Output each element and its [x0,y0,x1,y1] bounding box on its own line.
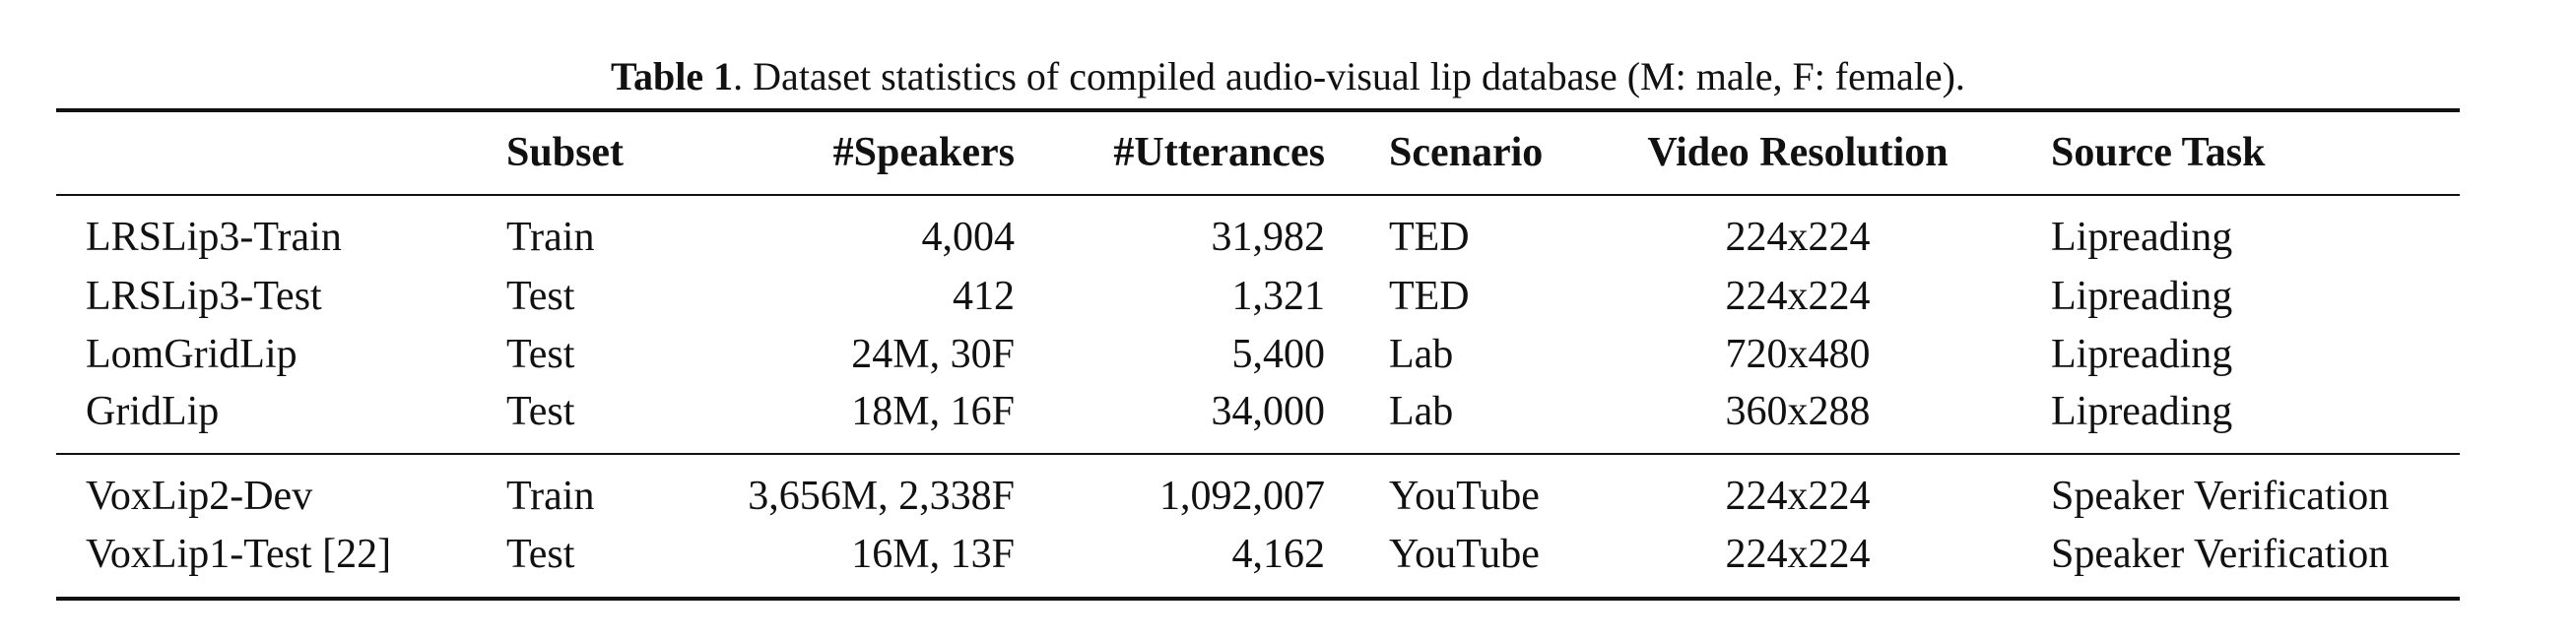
cell-scenario: Lab [1389,332,1454,377]
caption-label: Table 1 [611,54,734,98]
cell-utterances: 1,092,007 [1159,474,1325,519]
cell-scenario: YouTube [1389,532,1540,577]
cell-speakers: 18M, 16F [851,389,1015,434]
cell-subset: Test [506,389,575,434]
cell-utterances: 5,400 [1231,332,1326,377]
cell-name: LRSLip3-Test [86,274,322,319]
header-video-resolution: Video Resolution [1647,130,1949,175]
cell-scenario: Lab [1389,389,1454,434]
group-rule [56,453,2460,455]
header-subset: Subset [506,130,625,175]
cell-utterances: 1,321 [1231,274,1326,319]
cell-utterances: 4,162 [1231,532,1326,577]
cell-video-resolution: 360x288 [1725,389,1871,434]
cell-subset: Test [506,274,575,319]
cell-video-resolution: 224x224 [1725,215,1871,260]
cell-video-resolution: 720x480 [1725,332,1871,377]
cell-video-resolution: 224x224 [1725,474,1871,519]
cell-utterances: 34,000 [1211,389,1326,434]
table-row: LRSLip3-Train Train 4,004 31,982 TED 224… [0,208,2576,267]
cell-source-task: Speaker Verification [2051,532,2390,577]
cell-subset: Test [506,332,575,377]
cell-utterances: 31,982 [1211,215,1326,260]
header-source-task: Source Task [2051,130,2266,175]
cell-source-task: Lipreading [2051,332,2233,377]
cell-subset: Train [506,215,595,260]
table-row: VoxLip1-Test [22] Test 16M, 13F 4,162 Yo… [0,525,2576,584]
header-rule [56,194,2460,196]
caption-text: . Dataset statistics of compiled audio-v… [733,54,1965,98]
table-caption: Table 1. Dataset statistics of compiled … [0,47,2576,106]
header-speakers: #Speakers [832,130,1015,175]
cell-speakers: 24M, 30F [851,332,1015,377]
cell-name: VoxLip1-Test [22] [86,532,392,577]
cell-source-task: Lipreading [2051,215,2233,260]
header-scenario: Scenario [1389,130,1544,175]
cell-subset: Train [506,474,595,519]
cell-name: GridLip [86,389,220,434]
table-row: VoxLip2-Dev Train 3,656M, 2,338F 1,092,0… [0,467,2576,526]
cell-name: LomGridLip [86,332,297,377]
cell-name: VoxLip2-Dev [86,474,313,519]
cell-name: LRSLip3-Train [86,215,342,260]
table-row: GridLip Test 18M, 16F 34,000 Lab 360x288… [0,382,2576,441]
top-rule [56,108,2460,112]
cell-speakers: 16M, 13F [851,532,1015,577]
cell-source-task: Speaker Verification [2051,474,2390,519]
cell-speakers: 4,004 [921,215,1016,260]
cell-source-task: Lipreading [2051,274,2233,319]
cell-subset: Test [506,532,575,577]
cell-speakers: 412 [953,274,1015,319]
cell-source-task: Lipreading [2051,389,2233,434]
header-utterances: #Utterances [1113,130,1325,175]
table-header-row: Subset #Speakers #Utterances Scenario Vi… [0,118,2576,187]
cell-video-resolution: 224x224 [1725,274,1871,319]
cell-scenario: YouTube [1389,474,1540,519]
table-row: LomGridLip Test 24M, 30F 5,400 Lab 720x4… [0,325,2576,384]
bottom-rule [56,597,2460,601]
cell-scenario: TED [1389,215,1470,260]
table-row: LRSLip3-Test Test 412 1,321 TED 224x224 … [0,267,2576,326]
cell-speakers: 3,656M, 2,338F [748,474,1015,519]
cell-video-resolution: 224x224 [1725,532,1871,577]
cell-scenario: TED [1389,274,1470,319]
